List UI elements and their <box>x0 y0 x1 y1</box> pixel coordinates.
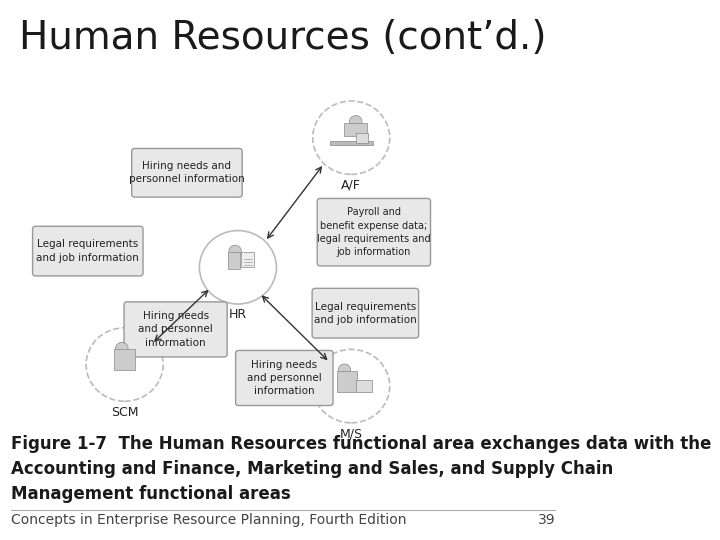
FancyBboxPatch shape <box>124 302 227 357</box>
Bar <box>344 123 367 136</box>
FancyBboxPatch shape <box>32 226 143 276</box>
Bar <box>330 141 373 145</box>
Text: Payroll and
benefit expense data;
legal requirements and
job information: Payroll and benefit expense data; legal … <box>317 207 431 257</box>
Text: Human Resources (cont’d.): Human Resources (cont’d.) <box>19 19 547 57</box>
FancyBboxPatch shape <box>132 148 242 197</box>
Text: HR: HR <box>229 308 247 321</box>
Text: Legal requirements
and job information: Legal requirements and job information <box>37 240 139 262</box>
Text: SCM: SCM <box>111 406 138 419</box>
Text: M/S: M/S <box>340 427 363 440</box>
Circle shape <box>312 349 390 423</box>
Circle shape <box>86 328 163 401</box>
Bar <box>356 380 372 392</box>
Text: Hiring needs
and personnel
information: Hiring needs and personnel information <box>138 311 213 348</box>
FancyBboxPatch shape <box>235 350 333 406</box>
FancyBboxPatch shape <box>318 199 431 266</box>
Bar <box>337 371 357 392</box>
Text: A/F: A/F <box>341 179 361 192</box>
Bar <box>228 252 240 269</box>
Bar <box>114 349 135 370</box>
Circle shape <box>229 245 241 257</box>
Text: Figure 1-7  The Human Resources functional area exchanges data with the
Accounti: Figure 1-7 The Human Resources functiona… <box>12 435 711 503</box>
Circle shape <box>338 364 351 376</box>
Bar <box>241 252 253 267</box>
Text: 39: 39 <box>538 513 555 527</box>
Text: Hiring needs and
personnel information: Hiring needs and personnel information <box>129 161 245 184</box>
Circle shape <box>115 342 128 354</box>
Text: Hiring needs
and personnel
information: Hiring needs and personnel information <box>247 360 322 396</box>
Text: Concepts in Enterprise Resource Planning, Fourth Edition: Concepts in Enterprise Resource Planning… <box>12 513 407 527</box>
Circle shape <box>199 231 276 304</box>
Circle shape <box>349 116 362 127</box>
FancyBboxPatch shape <box>312 288 418 338</box>
Text: Legal requirements
and job information: Legal requirements and job information <box>314 302 417 325</box>
Bar <box>356 133 368 143</box>
Circle shape <box>312 101 390 174</box>
